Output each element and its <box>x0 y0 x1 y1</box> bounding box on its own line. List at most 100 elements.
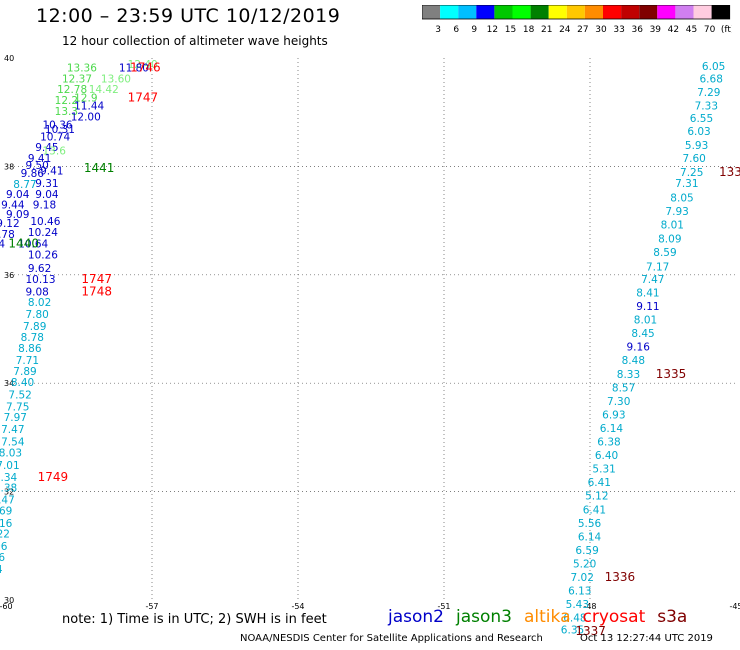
y-tick-label: 32 <box>4 488 14 497</box>
colorbar-label: 6 <box>453 25 459 35</box>
colorbar-swatch <box>639 5 658 19</box>
pass-time-label: 1440 <box>8 237 39 251</box>
wave-height-point: 8.59 <box>653 247 676 259</box>
y-tick-label: 30 <box>4 596 14 605</box>
wave-height-point: 7.54 <box>1 437 25 449</box>
wave-height-point: 6.47 <box>0 495 15 507</box>
wave-height-point: 9.31 <box>35 178 58 190</box>
colorbar-swatch <box>566 5 585 19</box>
colorbar-label: 15 <box>505 25 516 35</box>
wave-height-point: 9.08 <box>25 286 48 298</box>
wave-height-point: 7.75 <box>6 401 29 413</box>
wave-height-point: 6.41 <box>588 477 611 489</box>
x-tick-label: -51 <box>437 602 450 611</box>
colorbar-swatch <box>621 5 640 19</box>
wave-height-point: 8.40 <box>11 377 34 389</box>
wave-height-point: 8.41 <box>636 287 659 299</box>
wave-height-point: 7.60 <box>682 153 705 165</box>
wave-height-point: 8.05 <box>670 193 693 205</box>
colorbar-swatch <box>530 5 549 19</box>
pass-time-label: 1748 <box>81 284 112 298</box>
wave-height-point: 6.55 <box>690 113 713 125</box>
satellite-legend: jason2 jason3 altika cryosat s3a <box>388 607 699 627</box>
wave-height-point: 6.35 <box>561 625 584 637</box>
wave-height-point: 5.93 <box>685 140 708 152</box>
wave-height-point: 7.31 <box>675 178 698 190</box>
wave-height-point: 6.40 <box>595 450 618 462</box>
wave-height-point: 6.03 <box>687 126 710 138</box>
colorbar-swatch <box>458 5 477 19</box>
wave-height-point: 7.52 <box>8 389 31 401</box>
colorbar-swatch <box>657 5 676 19</box>
wave-height-point: 7.16 <box>0 518 13 530</box>
wave-height-point: 7.01 <box>0 460 20 472</box>
colorbar-label: 9 <box>471 25 477 35</box>
wave-height-point: 9.41 <box>28 153 51 165</box>
wave-height-point: 12.9 <box>74 92 97 104</box>
wave-height-point: 10.46 <box>30 216 60 228</box>
footer-note: note: 1) Time is in UTC; 2) SWH is in fe… <box>62 612 327 627</box>
wave-height-point: 6.96 <box>0 541 8 553</box>
wave-height-point: 7.33 <box>695 100 718 112</box>
wave-height-point: 9.86 <box>21 168 45 180</box>
colorbar-label: 21 <box>541 25 552 35</box>
colorbar-label: 36 <box>631 25 643 35</box>
wave-height-point: 6.38 <box>597 437 620 449</box>
colorbar-frame <box>422 5 731 20</box>
colorbar-swatch <box>693 5 712 19</box>
x-tick-label: -45 <box>729 602 740 611</box>
wave-height-point: 9.50 <box>25 160 48 172</box>
wave-height-point: 6.13 <box>568 586 591 598</box>
wave-height-point: 7.80 <box>25 309 48 321</box>
wave-height-point: 6.22 <box>0 529 10 541</box>
wave-height-point: 8.03 <box>0 447 22 459</box>
wave-height-point: 6.14 <box>578 531 602 543</box>
colorbar-label: 12 <box>487 25 498 35</box>
chart-title: 12:00 – 23:59 UTC 10/12/2019 <box>36 5 341 27</box>
chart-subtitle: 12 hour collection of altimeter wave hei… <box>62 34 328 48</box>
wave-height-point: 8.33 <box>617 369 640 381</box>
wave-height-point: 7.38 <box>0 483 17 495</box>
x-tick-label: -60 <box>0 602 13 611</box>
wave-height-point: 9.45 <box>35 142 58 154</box>
wave-height-point: 10.64 <box>18 239 48 251</box>
wave-height-point: 8.48 <box>622 355 645 367</box>
wave-height-point: 8.77 <box>13 179 36 191</box>
wave-height-point: 11.80 <box>119 63 149 75</box>
legend-entry-jason3: jason3 <box>456 607 512 627</box>
wave-height-point: 7.02 <box>571 572 594 584</box>
colorbar-swatch <box>711 5 730 19</box>
wave-height-point: 9.41 <box>40 166 63 178</box>
wave-height-point: 9.78 <box>0 229 15 241</box>
wave-height-point: 9.44 <box>1 200 25 212</box>
wave-height-point: 12.40 <box>128 59 158 71</box>
wave-height-point: 8.57 <box>612 382 635 394</box>
wave-height-point: 10.24 <box>28 227 58 239</box>
wave-height-point: 6.05 <box>702 61 725 73</box>
wave-height-point: 9.12 <box>0 218 20 230</box>
wave-height-point: 6.46 <box>0 552 5 564</box>
colorbar-swatch <box>476 5 495 19</box>
wave-height-point: 7.30 <box>607 396 630 408</box>
wave-height-point: 9.16 <box>627 342 651 354</box>
colorbar-label: 3 <box>435 25 441 35</box>
pass-time-label: 1746 <box>130 61 161 75</box>
wave-height-point: 8.45 <box>631 328 654 340</box>
y-tick-label: 36 <box>4 271 14 280</box>
wave-height-point: 11.44 <box>74 100 104 112</box>
colorbar-label: (ft) <box>721 25 732 35</box>
wave-height-point: 10.13 <box>25 274 55 286</box>
wave-height-point: 5.43 <box>566 599 589 611</box>
colorbar-swatch <box>512 5 531 19</box>
wave-height-point: 5.31 <box>592 464 615 476</box>
colorbar-swatch <box>440 5 459 19</box>
credit-text: NOAA/NESDIS Center for Satellite Applica… <box>240 633 543 644</box>
wave-height-point: 9.64 <box>0 239 5 251</box>
wave-height-point: 13.60 <box>101 73 131 85</box>
pass-time-label: 1334 <box>719 165 740 179</box>
wave-height-point: 8.01 <box>634 315 657 327</box>
wave-height-point: 6.68 <box>700 73 723 85</box>
wave-height-point: 9.11 <box>636 301 659 313</box>
